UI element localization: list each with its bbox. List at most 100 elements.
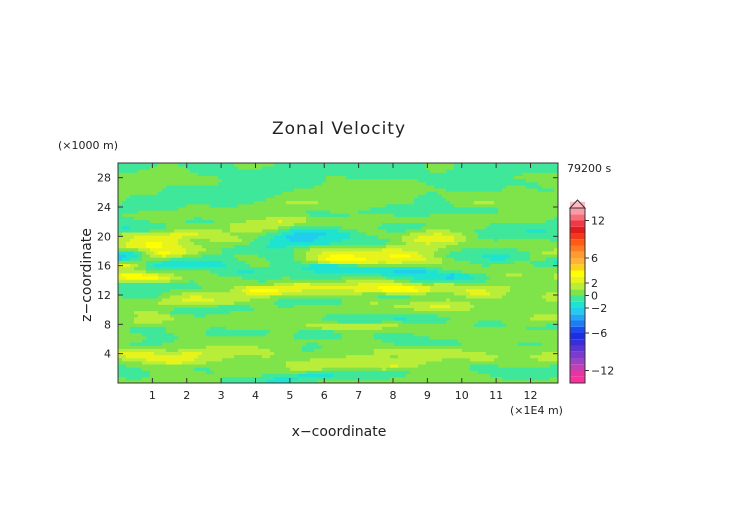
heatmap-cell: [514, 364, 519, 368]
heatmap-cell: [314, 247, 319, 252]
heatmap-cell: [118, 376, 123, 381]
heatmap-cell: [250, 241, 255, 246]
heatmap-cell: [510, 317, 515, 321]
heatmap-cell: [154, 276, 159, 280]
heatmap-cell: [266, 244, 271, 249]
heatmap-cell: [150, 342, 155, 346]
heatmap-cell: [434, 351, 439, 356]
heatmap-cell: [422, 291, 427, 296]
heatmap-cell: [406, 376, 411, 381]
heatmap-cell: [450, 326, 455, 330]
heatmap-cell: [222, 263, 227, 268]
heatmap-cell: [494, 282, 499, 286]
heatmap-cell: [226, 361, 231, 365]
heatmap-cell: [350, 361, 355, 365]
heatmap-cell: [314, 329, 319, 334]
heatmap-cell: [478, 323, 483, 327]
heatmap-cell: [522, 354, 527, 359]
heatmap-cell: [250, 288, 255, 293]
heatmap-cell: [522, 323, 527, 327]
heatmap-cell: [166, 269, 171, 274]
heatmap-cell: [258, 376, 263, 381]
heatmap-cell: [514, 295, 519, 299]
heatmap-cell: [518, 269, 523, 274]
heatmap-cell: [270, 320, 275, 324]
heatmap-cell: [522, 335, 527, 340]
heatmap-cell: [250, 335, 255, 340]
heatmap-cell: [450, 367, 455, 371]
heatmap-cell: [242, 247, 247, 252]
heatmap-cell: [346, 326, 351, 330]
heatmap-cell: [290, 376, 295, 381]
heatmap-cell: [166, 282, 171, 286]
heatmap-cell: [166, 345, 171, 349]
heatmap-cell: [330, 317, 335, 321]
heatmap-cell: [406, 298, 411, 302]
heatmap-cell: [122, 310, 127, 315]
heatmap-cell: [454, 263, 459, 268]
heatmap-cell: [410, 254, 415, 258]
heatmap-cell: [394, 345, 399, 349]
heatmap-cell: [370, 266, 375, 271]
heatmap-cell: [162, 298, 167, 302]
heatmap-cell: [134, 373, 139, 378]
heatmap-cell: [482, 329, 487, 334]
heatmap-cell: [278, 269, 283, 274]
heatmap-cell: [430, 320, 435, 324]
heatmap-cell: [418, 376, 423, 381]
heatmap-cell: [274, 332, 279, 337]
heatmap-cell: [134, 367, 139, 371]
heatmap-cell: [442, 329, 447, 334]
heatmap-cell: [366, 357, 371, 362]
heatmap-cell: [238, 285, 243, 290]
heatmap-cell: [410, 326, 415, 330]
heatmap-cell: [222, 238, 227, 242]
heatmap-cell: [478, 354, 483, 359]
heatmap-cell: [262, 282, 267, 286]
heatmap-cell: [410, 345, 415, 349]
heatmap-cell: [454, 260, 459, 264]
heatmap-cell: [274, 273, 279, 277]
heatmap-cell: [426, 329, 431, 334]
heatmap-cell: [218, 295, 223, 299]
heatmap-cell: [410, 335, 415, 340]
heatmap-cell: [210, 301, 215, 305]
heatmap-cell: [366, 361, 371, 365]
heatmap-cell: [222, 364, 227, 368]
heatmap-cell: [166, 285, 171, 290]
heatmap-cell: [426, 285, 431, 290]
heatmap-cell: [194, 285, 199, 290]
heatmap-cell: [450, 370, 455, 374]
heatmap-cell: [534, 367, 539, 371]
heatmap-cell: [154, 370, 159, 374]
heatmap-cell: [290, 247, 295, 252]
heatmap-cell: [306, 263, 311, 268]
heatmap-cell: [542, 329, 547, 334]
heatmap-cell: [246, 320, 251, 324]
heatmap-cell: [134, 361, 139, 365]
heatmap-cell: [502, 379, 507, 383]
heatmap-cell: [406, 288, 411, 293]
heatmap-cell: [250, 254, 255, 258]
heatmap-cell: [338, 298, 343, 302]
heatmap-cell: [506, 244, 511, 249]
heatmap-cell: [342, 307, 347, 312]
heatmap-cell: [278, 247, 283, 252]
heatmap-cell: [314, 241, 319, 246]
heatmap-cell: [454, 379, 459, 383]
heatmap-cell: [506, 313, 511, 318]
heatmap-cell: [250, 354, 255, 359]
heatmap-cell: [206, 279, 211, 283]
heatmap-cell: [290, 273, 295, 277]
heatmap-cell: [486, 320, 491, 324]
heatmap-cell: [246, 244, 251, 249]
heatmap-cell: [274, 260, 279, 264]
heatmap-cell: [154, 348, 159, 352]
heatmap-cell: [462, 376, 467, 381]
heatmap-cell: [390, 323, 395, 327]
heatmap-cell: [506, 335, 511, 340]
heatmap-cell: [218, 254, 223, 258]
heatmap-cell: [118, 329, 123, 334]
heatmap-cell: [442, 367, 447, 371]
heatmap-cell: [422, 282, 427, 286]
